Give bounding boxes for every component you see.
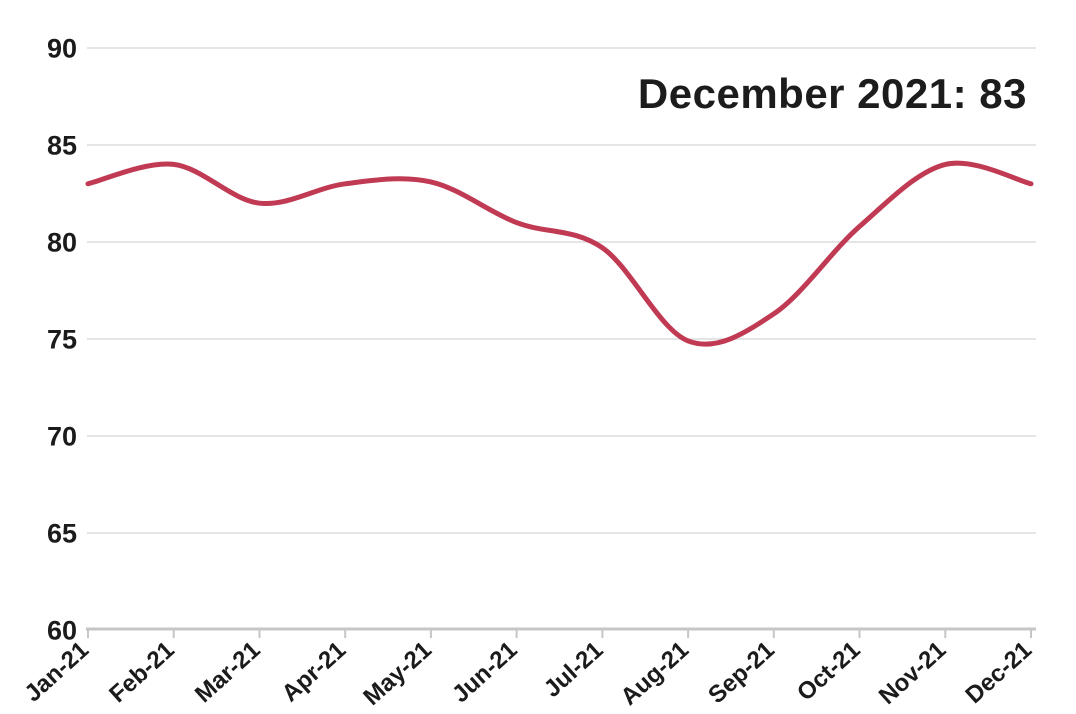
x-tick-label-Nov-21: Nov-21 [874,636,952,710]
x-tick-label-Aug-21: Aug-21 [616,636,695,710]
axis-labels-group: 60 65 70 75 80 85 90 Jan-21 Feb-21 Mar-21 Apr-21 Ma… [19,34,1037,711]
y-tick-label-80: 80 [47,228,77,258]
gridlines-group [87,47,1036,534]
x-tick-label-Oct-21: Oct-21 [792,636,866,706]
x-tick-label-Dec-21: Dec-21 [960,636,1037,709]
x-tick-label-Jul-21: Jul-21 [539,636,609,702]
series-line-monthly-value [85,160,1034,347]
x-tick-label-Apr-21: Apr-21 [277,636,352,707]
y-tick-label-70: 70 [47,422,77,452]
x-tick-label-Jun-21: Jun-21 [447,636,523,708]
y-tick-label-90: 90 [47,34,77,64]
y-tick-label-75: 75 [47,325,77,355]
x-tick-label-Jan-21: Jan-21 [19,636,94,707]
series-group [85,160,1034,347]
y-tick-label-60: 60 [47,616,77,646]
y-tick-label-65: 65 [47,519,77,549]
y-tick-label-85: 85 [47,131,77,161]
x-tick-label-May-21: May-21 [358,636,437,711]
x-tick-label-Sep-21: Sep-21 [703,636,780,709]
chart-title: December 2021: 83 [638,70,1027,117]
x-tick-label-Mar-21: Mar-21 [190,636,266,708]
x-axis-group [86,627,1036,638]
x-tick-label-Feb-21: Feb-21 [104,636,180,708]
